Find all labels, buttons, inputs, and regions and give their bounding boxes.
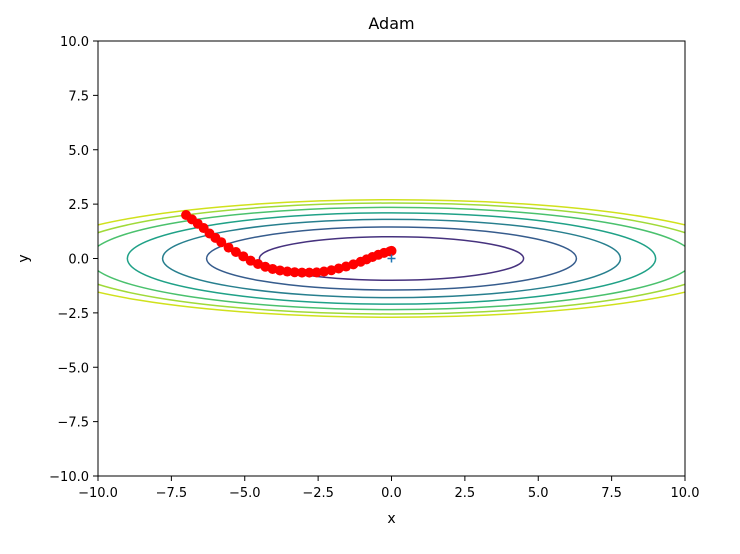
path-point-15: [282, 266, 293, 277]
x-tick-label: −7.5: [156, 486, 188, 501]
path-point-14: [274, 265, 285, 276]
path-point-8: [230, 246, 241, 257]
y-tick-label: 0.0: [68, 253, 89, 268]
x-tick-label: 0.0: [381, 486, 402, 501]
y-tick-label: 7.5: [68, 89, 89, 104]
contour-level-1: [258, 236, 525, 281]
contour-level-3: [161, 218, 622, 299]
contour-level-7: [98, 199, 685, 318]
path-point-16: [289, 267, 300, 278]
contour-level-4: [126, 212, 657, 305]
contour-level-2: [205, 226, 578, 291]
x-axis: −10.0 −7.5 −5.0 −2.5 0.0 2.5 5.0 7.5 10.0: [78, 476, 699, 501]
minimum-marker: [387, 254, 396, 263]
x-tick-label: 10.0: [671, 486, 700, 501]
y-tick-label: −5.0: [57, 361, 89, 376]
y-tick-label: 2.5: [68, 198, 89, 213]
path-point-7: [223, 242, 234, 253]
y-tick-label: −10.0: [49, 470, 89, 485]
y-tick-label: 10.0: [60, 35, 89, 50]
y-tick-label: −7.5: [57, 416, 89, 431]
path-point-18: [304, 267, 315, 278]
path-point-6: [216, 237, 227, 248]
x-tick-label: −2.5: [302, 486, 334, 501]
path-point-17: [296, 267, 307, 278]
x-tick-label: −5.0: [229, 486, 261, 501]
y-tick-label: −2.5: [57, 307, 89, 322]
contour-level-5: [98, 206, 685, 311]
chart-title: Adam: [368, 14, 414, 33]
y-axis: −10.0 −7.5 −5.0 −2.5 0.0 2.5 5.0 7.5 10.0: [49, 35, 98, 485]
x-tick-label: 5.0: [528, 486, 549, 501]
path-point-19: [311, 267, 322, 278]
x-tick-label: 2.5: [455, 486, 476, 501]
y-axis-label: y: [16, 254, 32, 262]
x-axis-label: x: [387, 511, 395, 527]
x-tick-label: 7.5: [601, 486, 622, 501]
path-point-9: [238, 251, 249, 262]
path-point-31: [386, 245, 397, 256]
y-tick-label: 5.0: [68, 144, 89, 159]
contour-level-6: [98, 202, 685, 315]
x-tick-label: −10.0: [78, 486, 118, 501]
plot-area: [98, 199, 685, 318]
